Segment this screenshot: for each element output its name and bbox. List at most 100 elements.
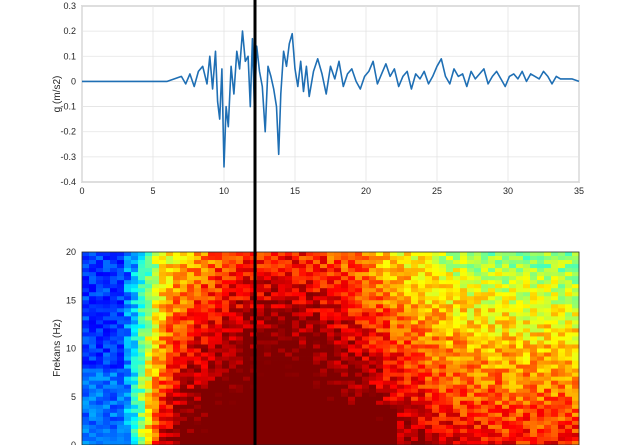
spectrogram-cell [376, 372, 384, 378]
spectrogram-cell [103, 384, 111, 390]
spectrogram-cell [327, 280, 335, 285]
spectrogram-cell [432, 432, 440, 438]
spectrogram-cell [271, 392, 279, 398]
spectrogram-cell [544, 440, 552, 445]
spectrogram-cell [187, 348, 195, 353]
spectrogram-cell [180, 364, 188, 369]
spectrogram-cell [551, 384, 559, 390]
spectrogram-cell [453, 276, 461, 281]
spectrogram-cell [215, 424, 223, 430]
spectrogram-cell [89, 304, 97, 309]
spectrogram-cell [124, 392, 132, 398]
spectrogram-cell [278, 272, 286, 277]
spectrogram-cell [544, 372, 552, 378]
spectrogram-cell [544, 296, 552, 301]
spectrogram-cell [152, 368, 160, 374]
spectrogram-cell [488, 348, 496, 353]
spectrogram-cell [222, 408, 230, 414]
spectrogram-cell [334, 348, 342, 353]
spectrogram-cell [551, 440, 559, 445]
spectrogram-cell [544, 348, 552, 353]
spectrogram-cell [397, 412, 405, 418]
spectrogram-cell [502, 424, 510, 430]
spectrogram-cell [96, 388, 104, 394]
spectrogram-cell [124, 276, 132, 281]
spectrogram-cell [285, 400, 293, 406]
spectrogram-cell [159, 400, 167, 406]
spectrogram-cell [306, 288, 314, 293]
spectrogram-cell [173, 392, 181, 398]
spectrogram-cell [495, 432, 503, 438]
spectrogram-cell [299, 356, 307, 361]
spectrogram-cell [474, 432, 482, 438]
spectrogram-cell [341, 368, 349, 374]
spectrogram-cell [537, 392, 545, 398]
spectrogram-cell [411, 300, 419, 305]
spectrogram-cell [201, 312, 209, 317]
spectrogram-cell [509, 284, 517, 289]
spectrogram-cell [502, 400, 510, 406]
spectrogram-cell [110, 396, 118, 402]
spectrogram-cell [306, 376, 314, 382]
spectrogram-cell [264, 312, 272, 317]
spectrogram-cell [565, 400, 573, 406]
spectrogram-cell [159, 340, 167, 345]
spectrogram-cell [334, 296, 342, 301]
spectrogram-cell [194, 432, 202, 438]
spectrogram-cell [89, 328, 97, 333]
spectrogram-cell [467, 332, 475, 337]
spectrogram-cell [124, 296, 132, 301]
spectrogram-cell [299, 360, 307, 365]
spectrogram-cell [103, 364, 111, 369]
spectrogram-cell [362, 388, 370, 394]
spectrogram-cell [166, 256, 174, 261]
spectrogram-cell [551, 272, 559, 277]
spectrogram-cell [257, 256, 265, 261]
spectrogram-cell [439, 264, 447, 269]
spectrogram-cell [327, 420, 335, 426]
spectrogram-cell [173, 432, 181, 438]
spectrogram-cell [110, 288, 118, 293]
spectrogram-cell [439, 440, 447, 445]
spectrogram-cell [82, 296, 90, 301]
spectrogram-cell [432, 292, 440, 297]
spectrogram-cell [292, 436, 300, 442]
spectrogram-cell [355, 308, 363, 313]
spectrogram-cell [516, 392, 524, 398]
spectrogram-cell [103, 432, 111, 438]
spectrogram-cell [145, 264, 153, 269]
spectrogram-cell [348, 436, 356, 442]
spectrogram-cell [334, 436, 342, 442]
spectrogram-cell [222, 436, 230, 442]
spectrogram-cell [453, 316, 461, 321]
spectrogram-cell [166, 276, 174, 281]
spectrogram-cell [537, 336, 545, 341]
spectrogram-cell [334, 428, 342, 434]
spectrogram-cell [103, 264, 111, 269]
spectrogram-cell [285, 384, 293, 390]
spectrogram-cell [334, 308, 342, 313]
spectrogram-cell [355, 408, 363, 414]
spectrogram-cell [425, 440, 433, 445]
spectrogram-cell [565, 396, 573, 402]
spectrogram-cell [229, 284, 237, 289]
spectrogram-cell [278, 380, 286, 386]
spectrogram-cell [460, 364, 468, 369]
spectrogram-cell [117, 384, 125, 390]
spectrogram-cell [166, 396, 174, 402]
spectrogram-cell [208, 272, 216, 277]
spectrogram-cell [145, 360, 153, 365]
spectrogram-cell [348, 408, 356, 414]
spectrogram-cell [523, 284, 531, 289]
spectrogram-cell [145, 400, 153, 406]
spectrogram-cell [488, 288, 496, 293]
spectrogram-cell [299, 412, 307, 418]
spectrogram-cell [376, 436, 384, 442]
spectrogram-cell [523, 300, 531, 305]
spectrogram-cell [432, 268, 440, 273]
spectrogram-cell [271, 348, 279, 353]
spectrogram-cell [110, 384, 118, 390]
spectrogram-cell [124, 268, 132, 273]
spectrogram-cell [362, 268, 370, 273]
spectrogram-cell [271, 416, 279, 422]
